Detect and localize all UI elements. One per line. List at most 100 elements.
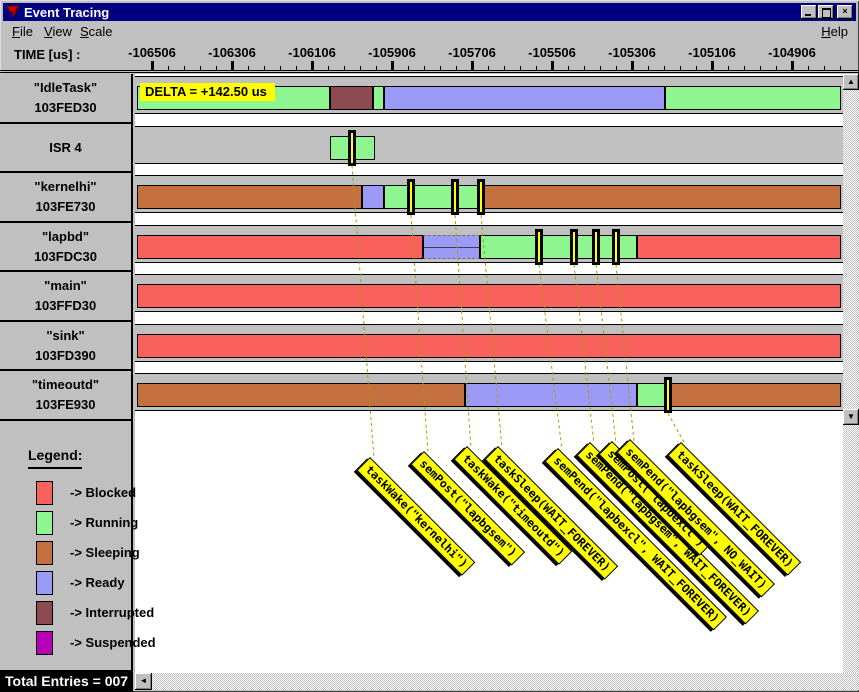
- minor-tick: [440, 66, 441, 71]
- task-id: 103FFD30: [34, 298, 97, 314]
- time-tick-label: -105706: [448, 45, 496, 60]
- event-marker[interactable]: [407, 179, 415, 216]
- minor-tick: [248, 66, 249, 71]
- minor-tick: [264, 66, 265, 71]
- right-margin-strip: [843, 425, 859, 677]
- timeline-canvas[interactable]: DELTA = +142.50 us taskWake("kernelhi") s…: [135, 74, 843, 677]
- time-tick-label: -105106: [688, 45, 736, 60]
- state-segment-interrupted[interactable]: [330, 86, 373, 110]
- state-segment-ready[interactable]: [465, 383, 637, 408]
- event-marker-highlight: [351, 132, 353, 163]
- legend-label-suspended: -> Suspended: [70, 635, 156, 650]
- legend-swatch-suspended: [36, 631, 53, 655]
- vertical-scroll-track[interactable]: [843, 90, 859, 409]
- major-tick: [231, 61, 234, 71]
- state-segment-running[interactable]: [665, 86, 841, 110]
- scroll-left-button[interactable]: ◄: [135, 673, 152, 690]
- minor-tick: [296, 66, 297, 71]
- minor-tick: [376, 66, 377, 71]
- state-segment-running[interactable]: [384, 185, 481, 210]
- header-separator-line-2: [0, 72, 859, 73]
- status-bar: Total Entries = 007: [0, 670, 133, 692]
- legend-title: Legend:: [28, 447, 83, 469]
- horizontal-scrollbar[interactable]: ◄: [135, 673, 859, 690]
- title-bar[interactable]: Event Tracing ×: [3, 3, 856, 21]
- state-segment-ready[interactable]: [362, 185, 384, 210]
- event-marker[interactable]: [348, 129, 356, 166]
- selection-midline: [424, 246, 479, 248]
- horizontal-scroll-track[interactable]: [152, 673, 859, 690]
- minor-tick: [200, 66, 201, 71]
- minor-tick: [520, 66, 521, 71]
- vertical-scrollbar[interactable]: ▲ ▼: [843, 74, 859, 425]
- legend-label-ready: -> Ready: [70, 575, 125, 590]
- major-tick: [631, 61, 634, 71]
- task-row-label: "main" 103FFD30: [0, 272, 131, 322]
- event-marker[interactable]: [535, 228, 543, 265]
- state-segment-blocked[interactable]: [137, 234, 423, 259]
- state-segment-sleeping[interactable]: [668, 383, 841, 408]
- minor-tick: [600, 66, 601, 71]
- event-label[interactable]: semPend("lapbgsem", WAIT_FOREVER): [576, 442, 760, 625]
- header-separator-line: [0, 70, 859, 71]
- time-axis-label: TIME [us] :: [14, 47, 81, 62]
- menu-item-view[interactable]: View: [44, 24, 72, 39]
- legend-label-interrupted: -> Interrupted: [70, 605, 155, 620]
- scroll-up-button[interactable]: ▲: [843, 74, 859, 90]
- task-name: "lapbd": [42, 228, 89, 244]
- minor-tick: [840, 66, 841, 71]
- state-segment-ready[interactable]: [423, 234, 480, 259]
- minor-tick: [824, 66, 825, 71]
- task-id: 103FD390: [35, 347, 96, 363]
- menu-item-file[interactable]: File: [12, 24, 33, 39]
- major-tick: [151, 61, 154, 71]
- event-marker-highlight: [573, 231, 575, 262]
- state-segment-running[interactable]: [637, 383, 668, 408]
- legend-swatch-blocked: [36, 481, 53, 505]
- minimize-button[interactable]: [801, 5, 817, 19]
- menu-item-scale[interactable]: Scale: [80, 24, 113, 39]
- state-segment-running[interactable]: [373, 86, 384, 110]
- state-segment-blocked[interactable]: [637, 234, 841, 259]
- task-row-label: "timeoutd" 103FE930: [0, 371, 131, 421]
- scroll-down-button[interactable]: ▼: [843, 409, 859, 425]
- minimize-icon: [805, 14, 811, 16]
- minor-tick: [760, 66, 761, 71]
- state-segment-ready[interactable]: [384, 86, 665, 110]
- state-segment-sleeping[interactable]: [137, 383, 465, 408]
- major-tick: [791, 61, 794, 71]
- major-tick: [711, 61, 714, 71]
- state-segment-blocked[interactable]: [137, 284, 841, 309]
- major-tick: [471, 61, 474, 71]
- task-row-label: "kernelhi" 103FE730: [0, 173, 131, 223]
- state-segment-blocked[interactable]: [137, 333, 841, 358]
- time-tick-label: -105506: [528, 45, 576, 60]
- event-marker-highlight: [538, 231, 540, 262]
- minor-tick: [584, 66, 585, 71]
- event-marker[interactable]: [664, 377, 672, 414]
- state-segment-sleeping[interactable]: [137, 185, 362, 210]
- minor-tick: [360, 66, 361, 71]
- event-marker[interactable]: [592, 228, 600, 265]
- event-label[interactable]: taskWake("kernelhi"): [356, 457, 476, 577]
- time-ruler: [0, 59, 859, 72]
- close-button[interactable]: ×: [837, 5, 853, 19]
- legend-label-running: -> Running: [70, 515, 139, 530]
- task-id: 103FE730: [35, 199, 96, 215]
- menu-item-help[interactable]: Help: [821, 24, 848, 39]
- event-marker[interactable]: [612, 228, 620, 265]
- event-marker[interactable]: [477, 179, 485, 216]
- state-segment-running[interactable]: [480, 234, 637, 259]
- event-marker-highlight: [615, 231, 617, 262]
- minor-tick: [776, 66, 777, 71]
- event-marker[interactable]: [451, 179, 459, 216]
- window-title: Event Tracing: [24, 4, 110, 20]
- event-marker-highlight: [410, 182, 412, 213]
- event-marker[interactable]: [570, 228, 578, 265]
- minor-tick: [488, 66, 489, 71]
- minor-tick: [504, 66, 505, 71]
- state-segment-sleeping[interactable]: [481, 185, 841, 210]
- maximize-button[interactable]: [818, 5, 834, 19]
- task-name: "main": [44, 278, 87, 294]
- task-row-label: "lapbd" 103FDC30: [0, 223, 131, 273]
